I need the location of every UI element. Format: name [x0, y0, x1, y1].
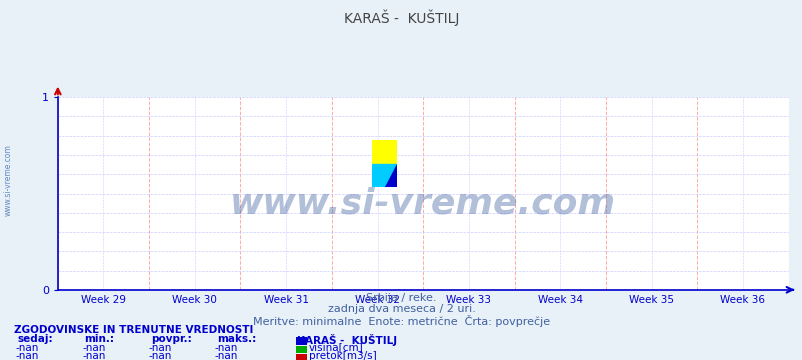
Text: Srbija / reke.: Srbija / reke.	[366, 293, 436, 303]
Text: Meritve: minimalne  Enote: metrične  Črta: povprečje: Meritve: minimalne Enote: metrične Črta:…	[253, 315, 549, 327]
Text: ZGODOVINSKE IN TRENUTNE VREDNOSTI: ZGODOVINSKE IN TRENUTNE VREDNOSTI	[14, 325, 253, 335]
Text: maks.:: maks.:	[217, 334, 256, 344]
Text: pretok[m3/s]: pretok[m3/s]	[309, 351, 376, 360]
Text: KARAŠ -  KUŠTILJ: KARAŠ - KUŠTILJ	[297, 334, 397, 346]
Text: -nan: -nan	[82, 351, 106, 360]
Text: -nan: -nan	[148, 343, 172, 353]
Polygon shape	[371, 164, 397, 187]
Text: -nan: -nan	[148, 351, 172, 360]
Text: povpr.:: povpr.:	[151, 334, 192, 344]
Text: KARAŠ -  KUŠTILJ: KARAŠ - KUŠTILJ	[343, 9, 459, 26]
Text: min.:: min.:	[84, 334, 114, 344]
Text: -nan: -nan	[214, 343, 238, 353]
Text: -nan: -nan	[82, 343, 106, 353]
Text: zadnja dva meseca / 2 uri.: zadnja dva meseca / 2 uri.	[327, 304, 475, 314]
Text: -nan: -nan	[214, 351, 238, 360]
Text: www.si-vreme.com: www.si-vreme.com	[230, 186, 615, 220]
Text: -nan: -nan	[15, 343, 39, 353]
Polygon shape	[371, 140, 397, 164]
Text: www.si-vreme.com: www.si-vreme.com	[3, 144, 13, 216]
Text: višina[cm]: višina[cm]	[309, 343, 363, 353]
Text: -nan: -nan	[15, 351, 39, 360]
Text: sedaj:: sedaj:	[18, 334, 53, 344]
Polygon shape	[384, 164, 397, 187]
